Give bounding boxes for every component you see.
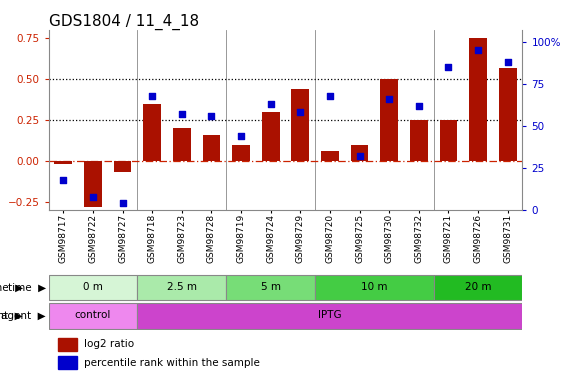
Point [325, 93, 335, 99]
Point [296, 110, 305, 116]
Bar [58, 338, 77, 351]
Bar [380, 79, 398, 161]
Bar [58, 356, 77, 369]
Bar [226, 275, 315, 300]
Bar [138, 303, 522, 328]
Text: 20 m: 20 m [465, 282, 491, 292]
Point [355, 153, 364, 159]
Point [177, 111, 186, 117]
Text: time  ▶: time ▶ [7, 283, 46, 293]
Bar [49, 275, 138, 300]
Bar [203, 135, 220, 161]
Text: time  ▶: time ▶ [0, 283, 23, 293]
Bar [232, 144, 250, 161]
Point [148, 93, 157, 99]
Bar [291, 89, 309, 161]
Bar [499, 68, 517, 161]
Bar [54, 161, 73, 164]
Bar [143, 104, 161, 161]
Point [503, 59, 512, 65]
Bar [321, 151, 339, 161]
Point [89, 194, 98, 200]
Point [207, 113, 216, 119]
Point [444, 64, 453, 70]
Bar [351, 144, 368, 161]
Bar [433, 275, 522, 300]
Text: 0 m: 0 m [83, 282, 103, 292]
Text: 10 m: 10 m [361, 282, 388, 292]
Text: log2 ratio: log2 ratio [84, 339, 134, 349]
Bar [114, 161, 131, 172]
Bar [262, 112, 280, 161]
Bar [469, 38, 487, 161]
Text: agent  ▶: agent ▶ [0, 311, 23, 321]
Point [473, 47, 482, 53]
Point [236, 133, 246, 139]
Bar [84, 161, 102, 207]
Point [385, 96, 394, 102]
Text: agent  ▶: agent ▶ [1, 311, 46, 321]
Text: percentile rank within the sample: percentile rank within the sample [84, 358, 260, 368]
Text: 5 m: 5 m [261, 282, 281, 292]
Bar [315, 275, 433, 300]
Bar [49, 303, 138, 328]
Point [266, 101, 275, 107]
Point [118, 200, 127, 206]
Text: IPTG: IPTG [318, 310, 341, 320]
Bar [138, 275, 226, 300]
Text: 2.5 m: 2.5 m [167, 282, 197, 292]
Point [414, 103, 423, 109]
Bar [440, 120, 457, 161]
Bar [173, 128, 191, 161]
Point [59, 177, 68, 183]
Text: GDS1804 / 11_4_18: GDS1804 / 11_4_18 [49, 14, 199, 30]
Text: control: control [75, 310, 111, 320]
Bar [410, 120, 428, 161]
